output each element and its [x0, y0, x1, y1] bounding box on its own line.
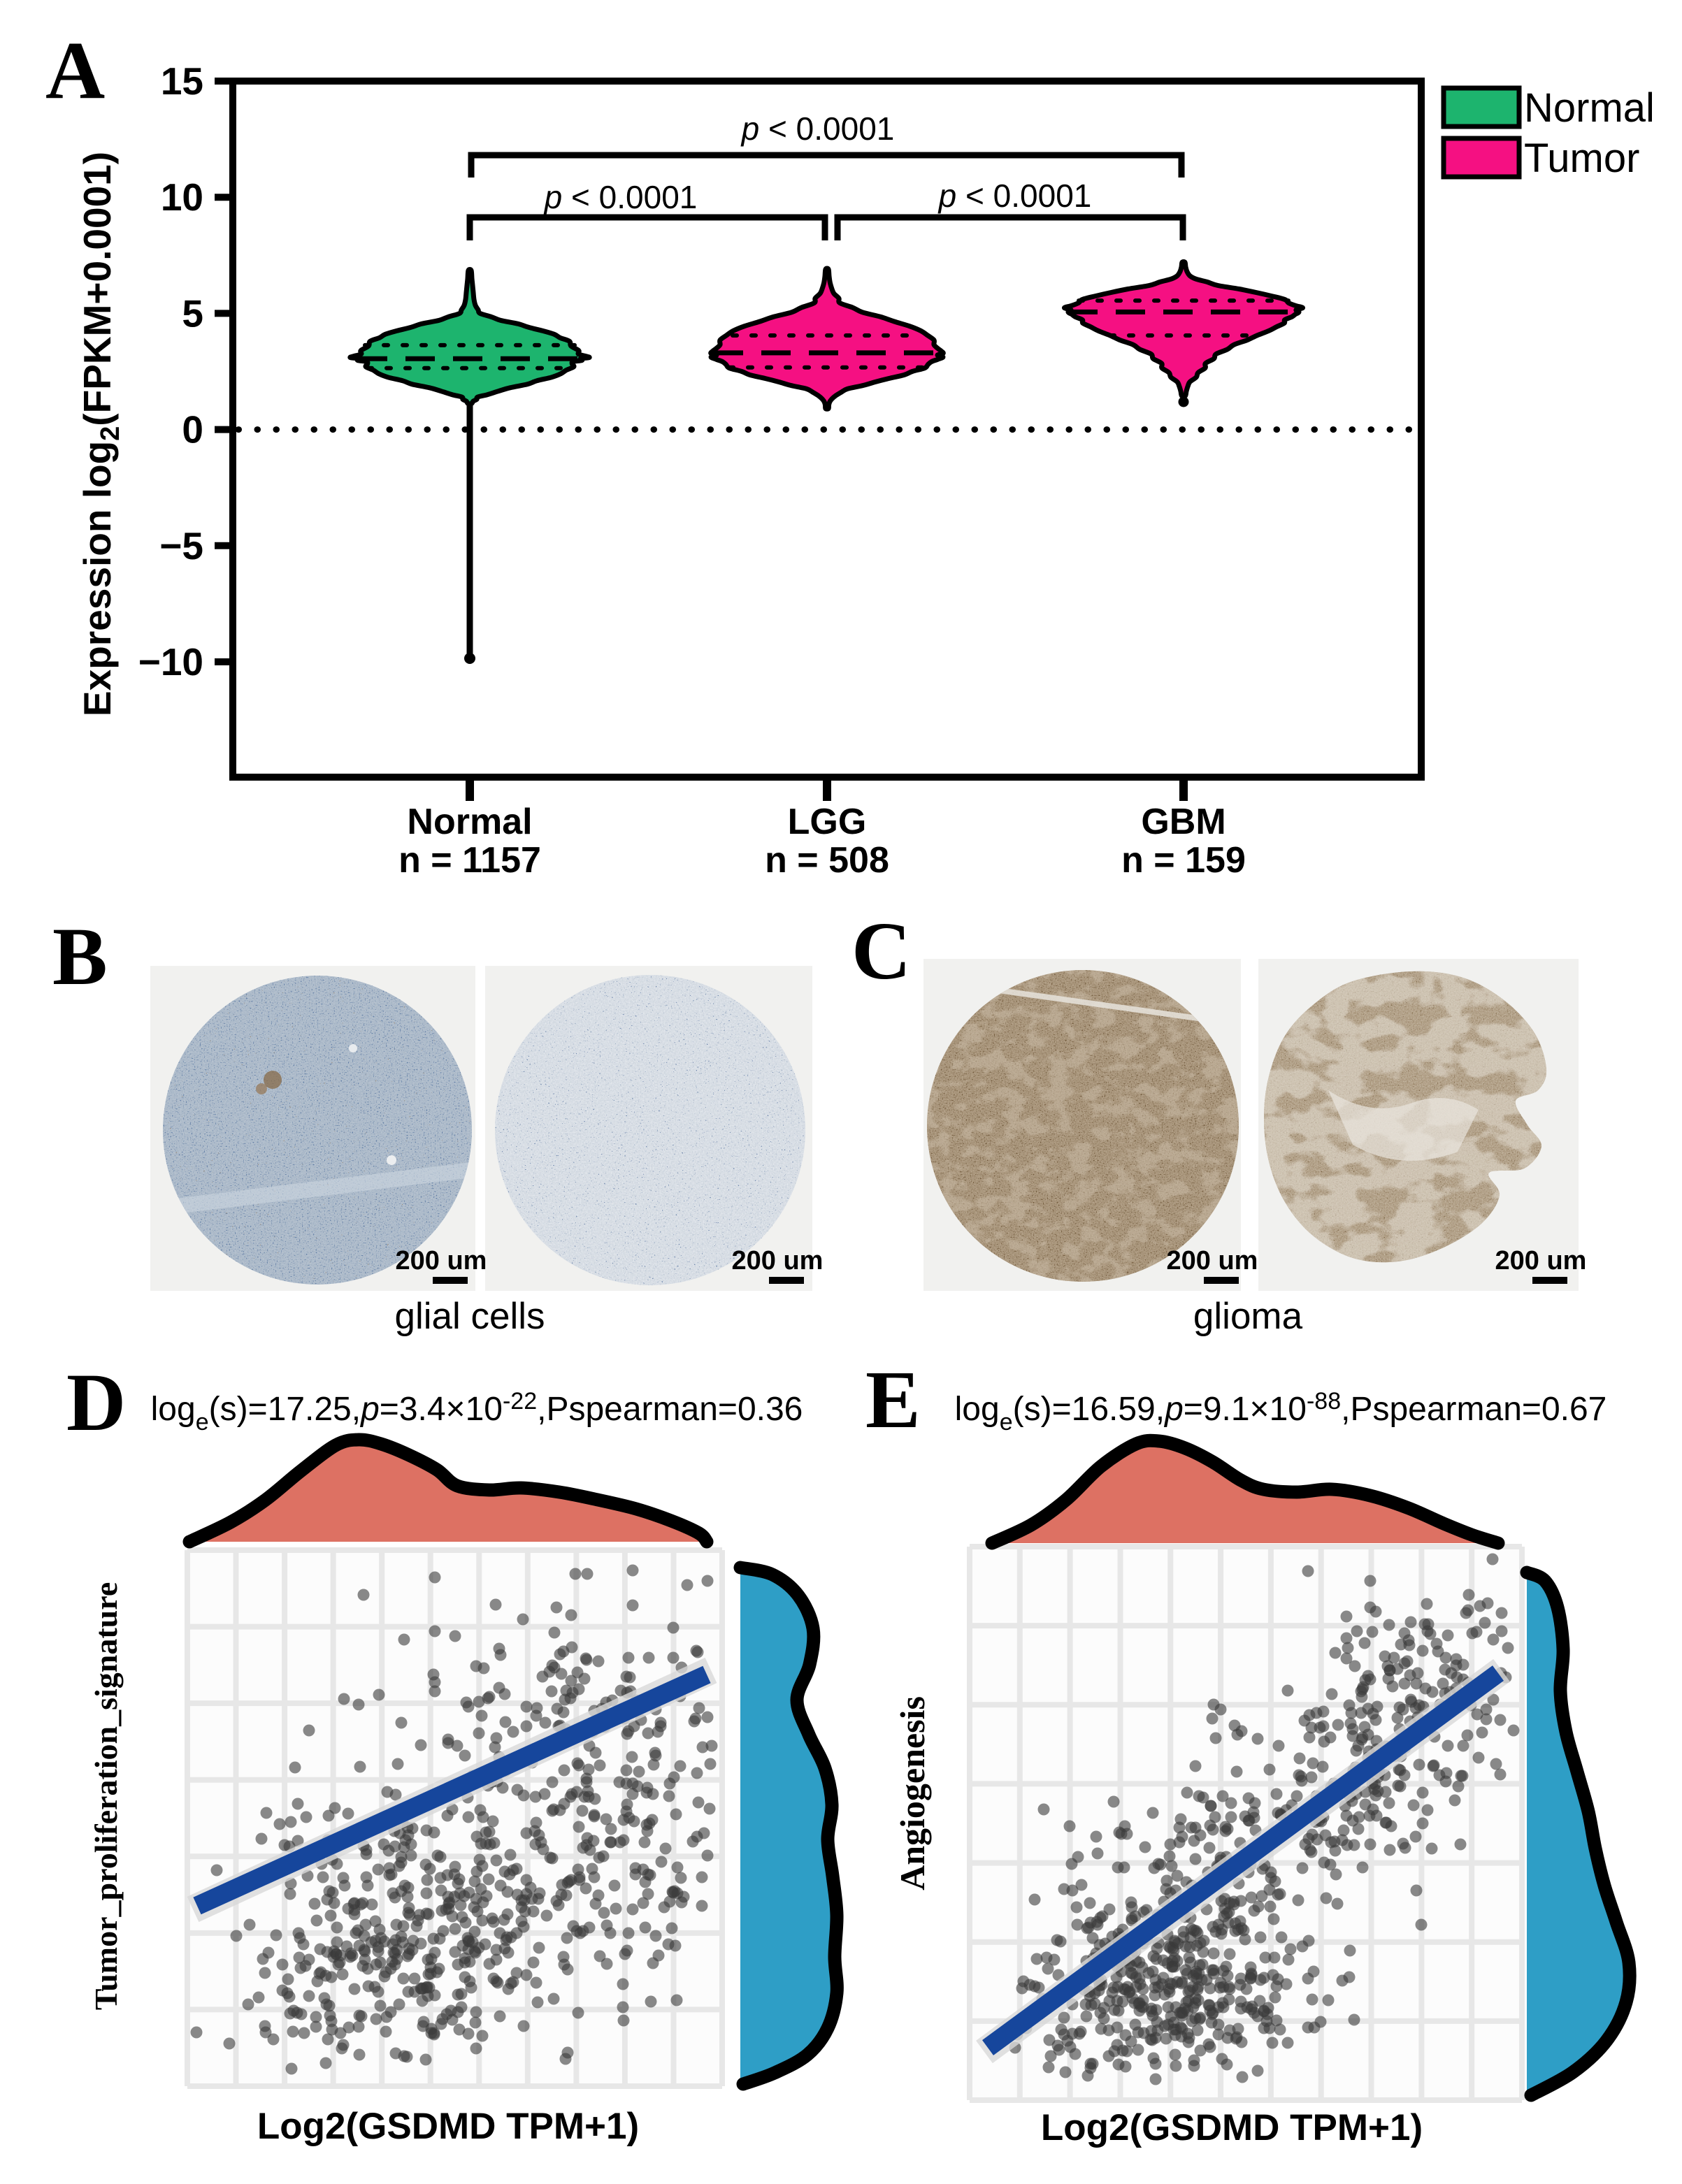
svg-text:loge(s)=17.25,p=3.4×10-22,Pspe: loge(s)=17.25,p=3.4×10-22,Pspearman=0.36 [151, 1388, 803, 1435]
svg-text:0: 0 [182, 408, 203, 451]
svg-text:−5: −5 [159, 524, 203, 567]
svg-text:A: A [45, 24, 105, 116]
svg-text:n = 1157: n = 1157 [398, 840, 541, 881]
svg-text:p < 0.0001: p < 0.0001 [543, 179, 698, 215]
svg-text:loge(s)=16.59,p=9.1×10-88,Pspe: loge(s)=16.59,p=9.1×10-88,Pspearman=0.67 [955, 1388, 1607, 1435]
svg-text:Normal: Normal [407, 802, 532, 842]
svg-text:Expression log2(FPKM+0.0001): Expression log2(FPKM+0.0001) [76, 152, 125, 716]
svg-text:LGG: LGG [788, 802, 867, 842]
svg-text:10: 10 [161, 175, 203, 219]
svg-text:200 um: 200 um [1495, 1246, 1587, 1275]
svg-text:200 um: 200 um [1167, 1246, 1258, 1275]
svg-text:n = 159: n = 159 [1121, 840, 1246, 881]
svg-text:Log2(GSDMD TPM+1): Log2(GSDMD TPM+1) [1041, 2107, 1423, 2148]
svg-text:p < 0.0001: p < 0.0001 [740, 110, 895, 147]
svg-text:200 um: 200 um [396, 1246, 487, 1275]
svg-text:B: B [52, 911, 108, 1002]
svg-text:Angiogenesis: Angiogenesis [893, 1696, 932, 1890]
svg-text:Tumor_proliferation_signature: Tumor_proliferation_signature [88, 1582, 124, 2011]
svg-text:D: D [66, 1357, 126, 1448]
svg-text:p < 0.0001: p < 0.0001 [937, 178, 1092, 214]
svg-text:−10: −10 [138, 640, 203, 684]
svg-text:Log2(GSDMD TPM+1): Log2(GSDMD TPM+1) [257, 2106, 639, 2147]
svg-text:E: E [865, 1354, 921, 1445]
svg-text:Normal: Normal [1524, 85, 1655, 131]
svg-text:C: C [851, 905, 911, 997]
svg-text:5: 5 [182, 291, 203, 335]
svg-text:200 um: 200 um [732, 1246, 824, 1275]
svg-text:glial cells: glial cells [394, 1296, 545, 1337]
svg-text:GBM: GBM [1141, 802, 1225, 842]
svg-text:Tumor: Tumor [1524, 136, 1639, 181]
svg-text:glioma: glioma [1193, 1296, 1303, 1337]
svg-text:15: 15 [161, 59, 203, 103]
svg-text:n = 508: n = 508 [765, 840, 889, 881]
